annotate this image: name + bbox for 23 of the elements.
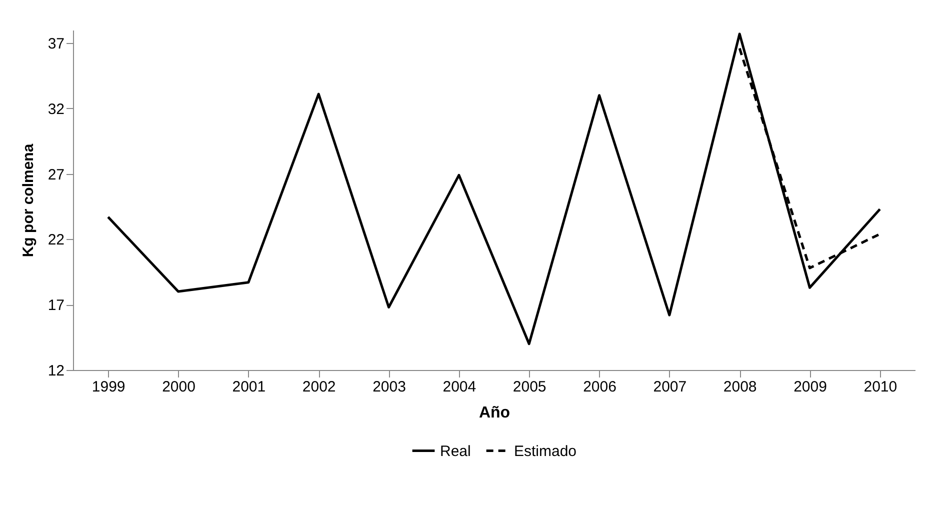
x-tick-label: 2008 bbox=[723, 378, 757, 396]
y-axis-title: Kg por colmena bbox=[20, 143, 37, 258]
x-axis-title: Año bbox=[478, 404, 510, 422]
line-series bbox=[106, 32, 882, 346]
y-tick-label: 27 bbox=[48, 166, 64, 184]
x-tick-label: 2001 bbox=[232, 378, 266, 396]
y-tick-label: 17 bbox=[48, 297, 64, 314]
x-tick-label: 2005 bbox=[512, 378, 546, 396]
legend-label: Real bbox=[440, 442, 471, 460]
x-tick-label: 1999 bbox=[92, 378, 126, 396]
x-tick-label: 2004 bbox=[442, 378, 476, 396]
x-tick-label: 2006 bbox=[583, 378, 616, 396]
x-tick-label: 2002 bbox=[302, 378, 336, 396]
x-tick-label: 2009 bbox=[794, 378, 827, 396]
y-tick-label: 12 bbox=[48, 362, 64, 380]
x-tick-label: 2007 bbox=[653, 378, 687, 396]
x-tick-label: 2000 bbox=[162, 378, 196, 396]
y-tick-label: 22 bbox=[48, 232, 64, 249]
x-tick-label: 2003 bbox=[372, 378, 406, 396]
y-tick-label: 37 bbox=[48, 36, 64, 53]
legend-label: Estimado bbox=[514, 442, 577, 460]
y-tick-label: 32 bbox=[48, 100, 64, 118]
x-tick-label: 2010 bbox=[864, 378, 898, 396]
